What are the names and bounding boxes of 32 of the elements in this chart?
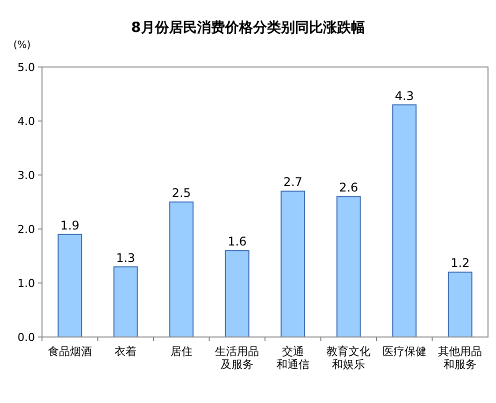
data-label: 2.6: [339, 180, 358, 195]
y-tick-label: 1.0: [18, 277, 35, 290]
y-axis-title: (%): [13, 40, 31, 51]
data-label: 1.9: [60, 218, 80, 232]
bar: [448, 272, 472, 338]
y-tick-label: 2.0: [18, 223, 35, 236]
bar: [392, 104, 417, 338]
x-tick-label: 交通和通信: [276, 345, 310, 372]
x-tick-label: 居住: [170, 345, 192, 358]
y-tick-label: 4.0: [18, 115, 35, 128]
x-tick-label: 衣着: [114, 345, 137, 358]
y-tick-label: 0.0: [18, 331, 35, 344]
data-label: 1.2: [450, 256, 470, 270]
data-label: 1.6: [228, 234, 247, 249]
bar: [280, 190, 306, 338]
data-label: 2.5: [172, 186, 191, 200]
x-tick-label: 食品烟酒: [48, 345, 92, 358]
bar: [224, 250, 250, 338]
data-label: 1.3: [116, 250, 136, 265]
y-tick-label: 5.0: [18, 61, 35, 74]
bar: [113, 266, 138, 338]
bar: [169, 202, 194, 338]
x-tick-label: 其他用品和服务: [438, 345, 482, 372]
x-tick-label: 生活用品及服务: [215, 345, 260, 372]
bar: [58, 234, 82, 338]
data-label: 2.7: [283, 175, 302, 190]
chart-title: 8月份居民消费价格分类别同比涨跌幅: [131, 20, 365, 36]
x-tick-label: 教育文化和娱乐: [326, 345, 371, 372]
x-tick-label: 医疗保健: [382, 345, 426, 358]
bar: [336, 196, 361, 338]
y-tick-label: 3.0: [18, 169, 35, 182]
data-label: 4.3: [394, 88, 414, 103]
